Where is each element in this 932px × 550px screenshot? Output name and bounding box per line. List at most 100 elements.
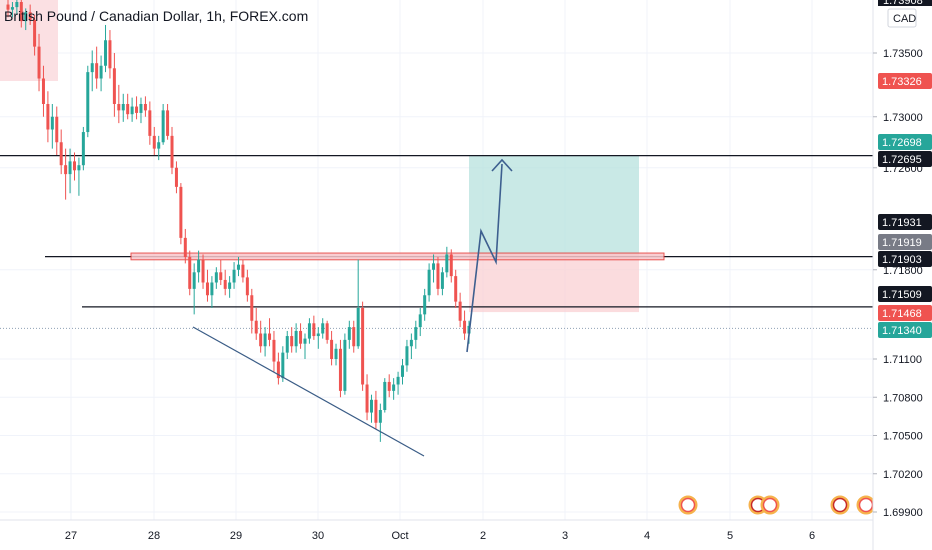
candle-body[interactable]	[148, 110, 152, 136]
candle-body[interactable]	[121, 104, 125, 111]
price-scale[interactable]	[873, 0, 932, 550]
candle-body[interactable]	[294, 330, 298, 347]
candle-body[interactable]	[401, 365, 405, 377]
candle-body[interactable]	[392, 384, 396, 391]
candle-body[interactable]	[432, 263, 436, 270]
candle-body[interactable]	[369, 399, 373, 413]
candle-body[interactable]	[321, 323, 325, 334]
candle-body[interactable]	[281, 352, 285, 379]
candle-body[interactable]	[312, 323, 316, 337]
candle-body[interactable]	[197, 259, 201, 273]
candle-body[interactable]	[440, 272, 444, 289]
candle-body[interactable]	[276, 361, 280, 379]
candle-body[interactable]	[445, 254, 449, 273]
candle-body[interactable]	[95, 63, 99, 79]
candle-body[interactable]	[223, 279, 227, 289]
currency-box[interactable]	[887, 8, 917, 28]
price-badge[interactable]	[878, 322, 932, 338]
projection-path[interactable]	[466, 163, 503, 353]
candle-body[interactable]	[325, 323, 329, 340]
candle-body[interactable]	[174, 167, 178, 187]
trendline[interactable]	[192, 326, 425, 457]
candle-body[interactable]	[135, 106, 139, 113]
candle-body[interactable]	[24, 12, 28, 22]
candle-body[interactable]	[449, 254, 453, 277]
candle-body[interactable]	[210, 282, 214, 296]
candle-body[interactable]	[6, 4, 10, 10]
price-badge[interactable]	[878, 305, 932, 321]
candle-body[interactable]	[86, 72, 90, 133]
target-zone[interactable]	[469, 155, 639, 255]
candle-body[interactable]	[139, 104, 143, 113]
candle-body[interactable]	[254, 320, 258, 334]
candle-body[interactable]	[290, 336, 294, 347]
candle-body[interactable]	[272, 339, 276, 362]
candle-body[interactable]	[15, 2, 19, 8]
candle-body[interactable]	[378, 410, 382, 423]
candle-body[interactable]	[241, 264, 245, 278]
candle-body[interactable]	[250, 295, 254, 321]
candle-body[interactable]	[463, 320, 467, 334]
candle-body[interactable]	[427, 269, 431, 296]
candle-body[interactable]	[126, 104, 130, 115]
candle-body[interactable]	[405, 346, 409, 366]
candle-body[interactable]	[72, 161, 76, 171]
candle-body[interactable]	[50, 116, 54, 130]
candle-body[interactable]	[112, 68, 116, 104]
symbol-title[interactable]: British Pound / Canadian Dollar, 1h, FOR…	[4, 8, 309, 24]
candle-body[interactable]	[299, 330, 303, 344]
candle-body[interactable]	[19, 2, 23, 22]
candle-body[interactable]	[192, 272, 196, 289]
candle-body[interactable]	[458, 301, 462, 321]
candle-body[interactable]	[46, 104, 50, 130]
candle-body[interactable]	[183, 237, 187, 257]
candle-body[interactable]	[423, 295, 427, 315]
candle-body[interactable]	[188, 257, 192, 289]
candle-body[interactable]	[55, 116, 59, 143]
candle-body[interactable]	[436, 263, 440, 289]
price-badge[interactable]	[878, 251, 932, 267]
candle-body[interactable]	[374, 399, 378, 423]
candle-body[interactable]	[259, 333, 263, 347]
candle-body[interactable]	[179, 186, 183, 238]
candle-body[interactable]	[37, 46, 41, 79]
candle-body[interactable]	[237, 264, 240, 270]
candle-body[interactable]	[307, 323, 311, 339]
price-badge[interactable]	[878, 214, 932, 230]
candle-body[interactable]	[99, 65, 103, 79]
candle-body[interactable]	[343, 339, 347, 391]
candle-body[interactable]	[77, 165, 81, 171]
candle-body[interactable]	[356, 308, 360, 347]
price-badge[interactable]	[878, 151, 932, 167]
candle-body[interactable]	[219, 272, 223, 280]
candle-body[interactable]	[263, 333, 267, 347]
candle-body[interactable]	[201, 259, 205, 283]
price-badge[interactable]	[878, 286, 932, 302]
candle-body[interactable]	[330, 339, 334, 359]
candle-body[interactable]	[361, 308, 365, 385]
candle-body[interactable]	[245, 277, 249, 296]
candle-body[interactable]	[383, 381, 387, 410]
candle-body[interactable]	[347, 327, 351, 340]
candle-body[interactable]	[81, 132, 85, 166]
candle-body[interactable]	[409, 339, 413, 347]
candle-body[interactable]	[33, 19, 37, 47]
candle-body[interactable]	[316, 333, 320, 337]
candle-body[interactable]	[161, 110, 165, 143]
candle-body[interactable]	[418, 314, 422, 328]
candle-body[interactable]	[152, 135, 156, 149]
candle-body[interactable]	[104, 40, 108, 66]
resistance-zone[interactable]	[130, 252, 665, 261]
candle-body[interactable]	[166, 110, 170, 136]
candle-body[interactable]	[303, 338, 307, 344]
candle-body[interactable]	[170, 135, 174, 168]
candle-body[interactable]	[68, 161, 72, 175]
candle-body[interactable]	[338, 348, 342, 391]
candle-body[interactable]	[214, 272, 218, 283]
candle-body[interactable]	[232, 269, 236, 283]
candle-body[interactable]	[64, 165, 68, 175]
candle-body[interactable]	[334, 348, 338, 359]
candle-body[interactable]	[396, 376, 400, 385]
candle-body[interactable]	[143, 104, 147, 111]
candle-body[interactable]	[365, 384, 369, 413]
